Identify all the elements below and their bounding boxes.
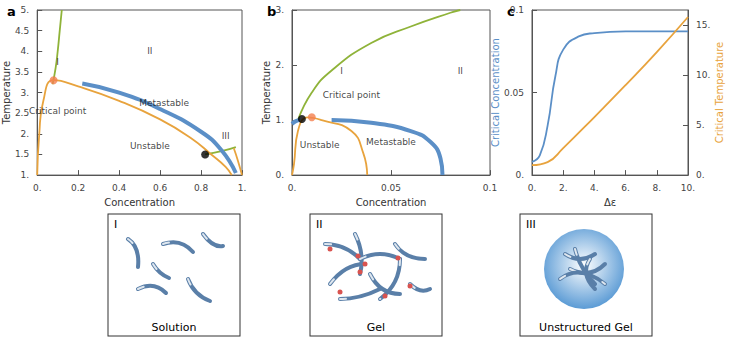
svg-text:15.: 15. [696, 20, 710, 30]
svg-text:2.: 2. [559, 183, 568, 193]
svg-text:Temperature: Temperature [261, 61, 272, 125]
svg-text:b: b [267, 4, 276, 19]
svg-text:Δε: Δε [604, 197, 616, 208]
svg-text:0.6: 0.6 [153, 183, 168, 193]
svg-text:4.: 4. [590, 183, 599, 193]
svg-text:III: III [222, 131, 230, 141]
svg-text:5.: 5. [696, 120, 705, 130]
svg-text:8.: 8. [653, 183, 662, 193]
svg-text:0.: 0. [275, 170, 284, 180]
svg-text:0.1: 0.1 [483, 183, 497, 193]
svg-text:a: a [7, 4, 16, 19]
svg-text:Unstructured Gel: Unstructured Gel [539, 321, 633, 334]
svg-text:0.: 0. [33, 183, 42, 193]
svg-text:4.5: 4.5 [15, 26, 29, 36]
svg-text:Critical point: Critical point [323, 90, 381, 100]
svg-text:Concentration: Concentration [104, 197, 175, 208]
svg-text:Critical Concentration: Critical Concentration [490, 38, 501, 147]
svg-text:III: III [526, 218, 536, 231]
svg-text:1.: 1. [21, 170, 30, 180]
svg-text:2.5: 2.5 [15, 108, 29, 118]
svg-text:I: I [56, 57, 59, 67]
svg-text:Critical Temperature: Critical Temperature [714, 42, 725, 144]
svg-text:1.5: 1.5 [15, 149, 29, 159]
svg-text:c: c [507, 4, 515, 19]
svg-text:0.05: 0.05 [504, 88, 524, 98]
svg-text:Solution: Solution [152, 321, 197, 334]
svg-text:0.: 0. [288, 183, 297, 193]
svg-text:3.: 3. [21, 88, 30, 98]
svg-text:2.: 2. [275, 60, 284, 70]
svg-text:2.: 2. [21, 129, 30, 139]
svg-text:Critical point: Critical point [29, 106, 87, 116]
svg-text:1.: 1. [275, 115, 284, 125]
svg-text:Unstable: Unstable [130, 141, 170, 151]
svg-text:10.: 10. [696, 70, 710, 80]
svg-text:6.: 6. [621, 183, 630, 193]
svg-text:Concentration: Concentration [356, 197, 427, 208]
svg-text:0.8: 0.8 [194, 183, 209, 193]
svg-text:Temperature: Temperature [1, 61, 12, 125]
svg-text:0.4: 0.4 [112, 183, 127, 193]
svg-text:1.: 1. [238, 183, 247, 193]
svg-text:0.2: 0.2 [71, 183, 85, 193]
svg-text:0.: 0. [528, 183, 537, 193]
svg-text:4.: 4. [21, 46, 30, 56]
svg-text:0.: 0. [515, 170, 524, 180]
svg-text:0.: 0. [696, 170, 705, 180]
svg-text:5.: 5. [21, 5, 30, 15]
svg-text:Metastable: Metastable [139, 98, 189, 108]
svg-text:Metastable: Metastable [366, 137, 416, 147]
svg-text:3.: 3. [275, 5, 284, 15]
svg-text:10.: 10. [681, 183, 695, 193]
svg-text:0.05: 0.05 [381, 183, 401, 193]
svg-text:Unstable: Unstable [300, 140, 340, 150]
svg-text:Gel: Gel [367, 321, 385, 334]
svg-text:I: I [114, 218, 117, 231]
svg-text:II: II [147, 46, 152, 56]
svg-text:0.1: 0.1 [509, 5, 524, 15]
svg-text:3.5: 3.5 [15, 67, 29, 77]
svg-text:II: II [316, 218, 323, 231]
svg-text:II: II [458, 66, 463, 76]
svg-text:I: I [340, 66, 343, 76]
